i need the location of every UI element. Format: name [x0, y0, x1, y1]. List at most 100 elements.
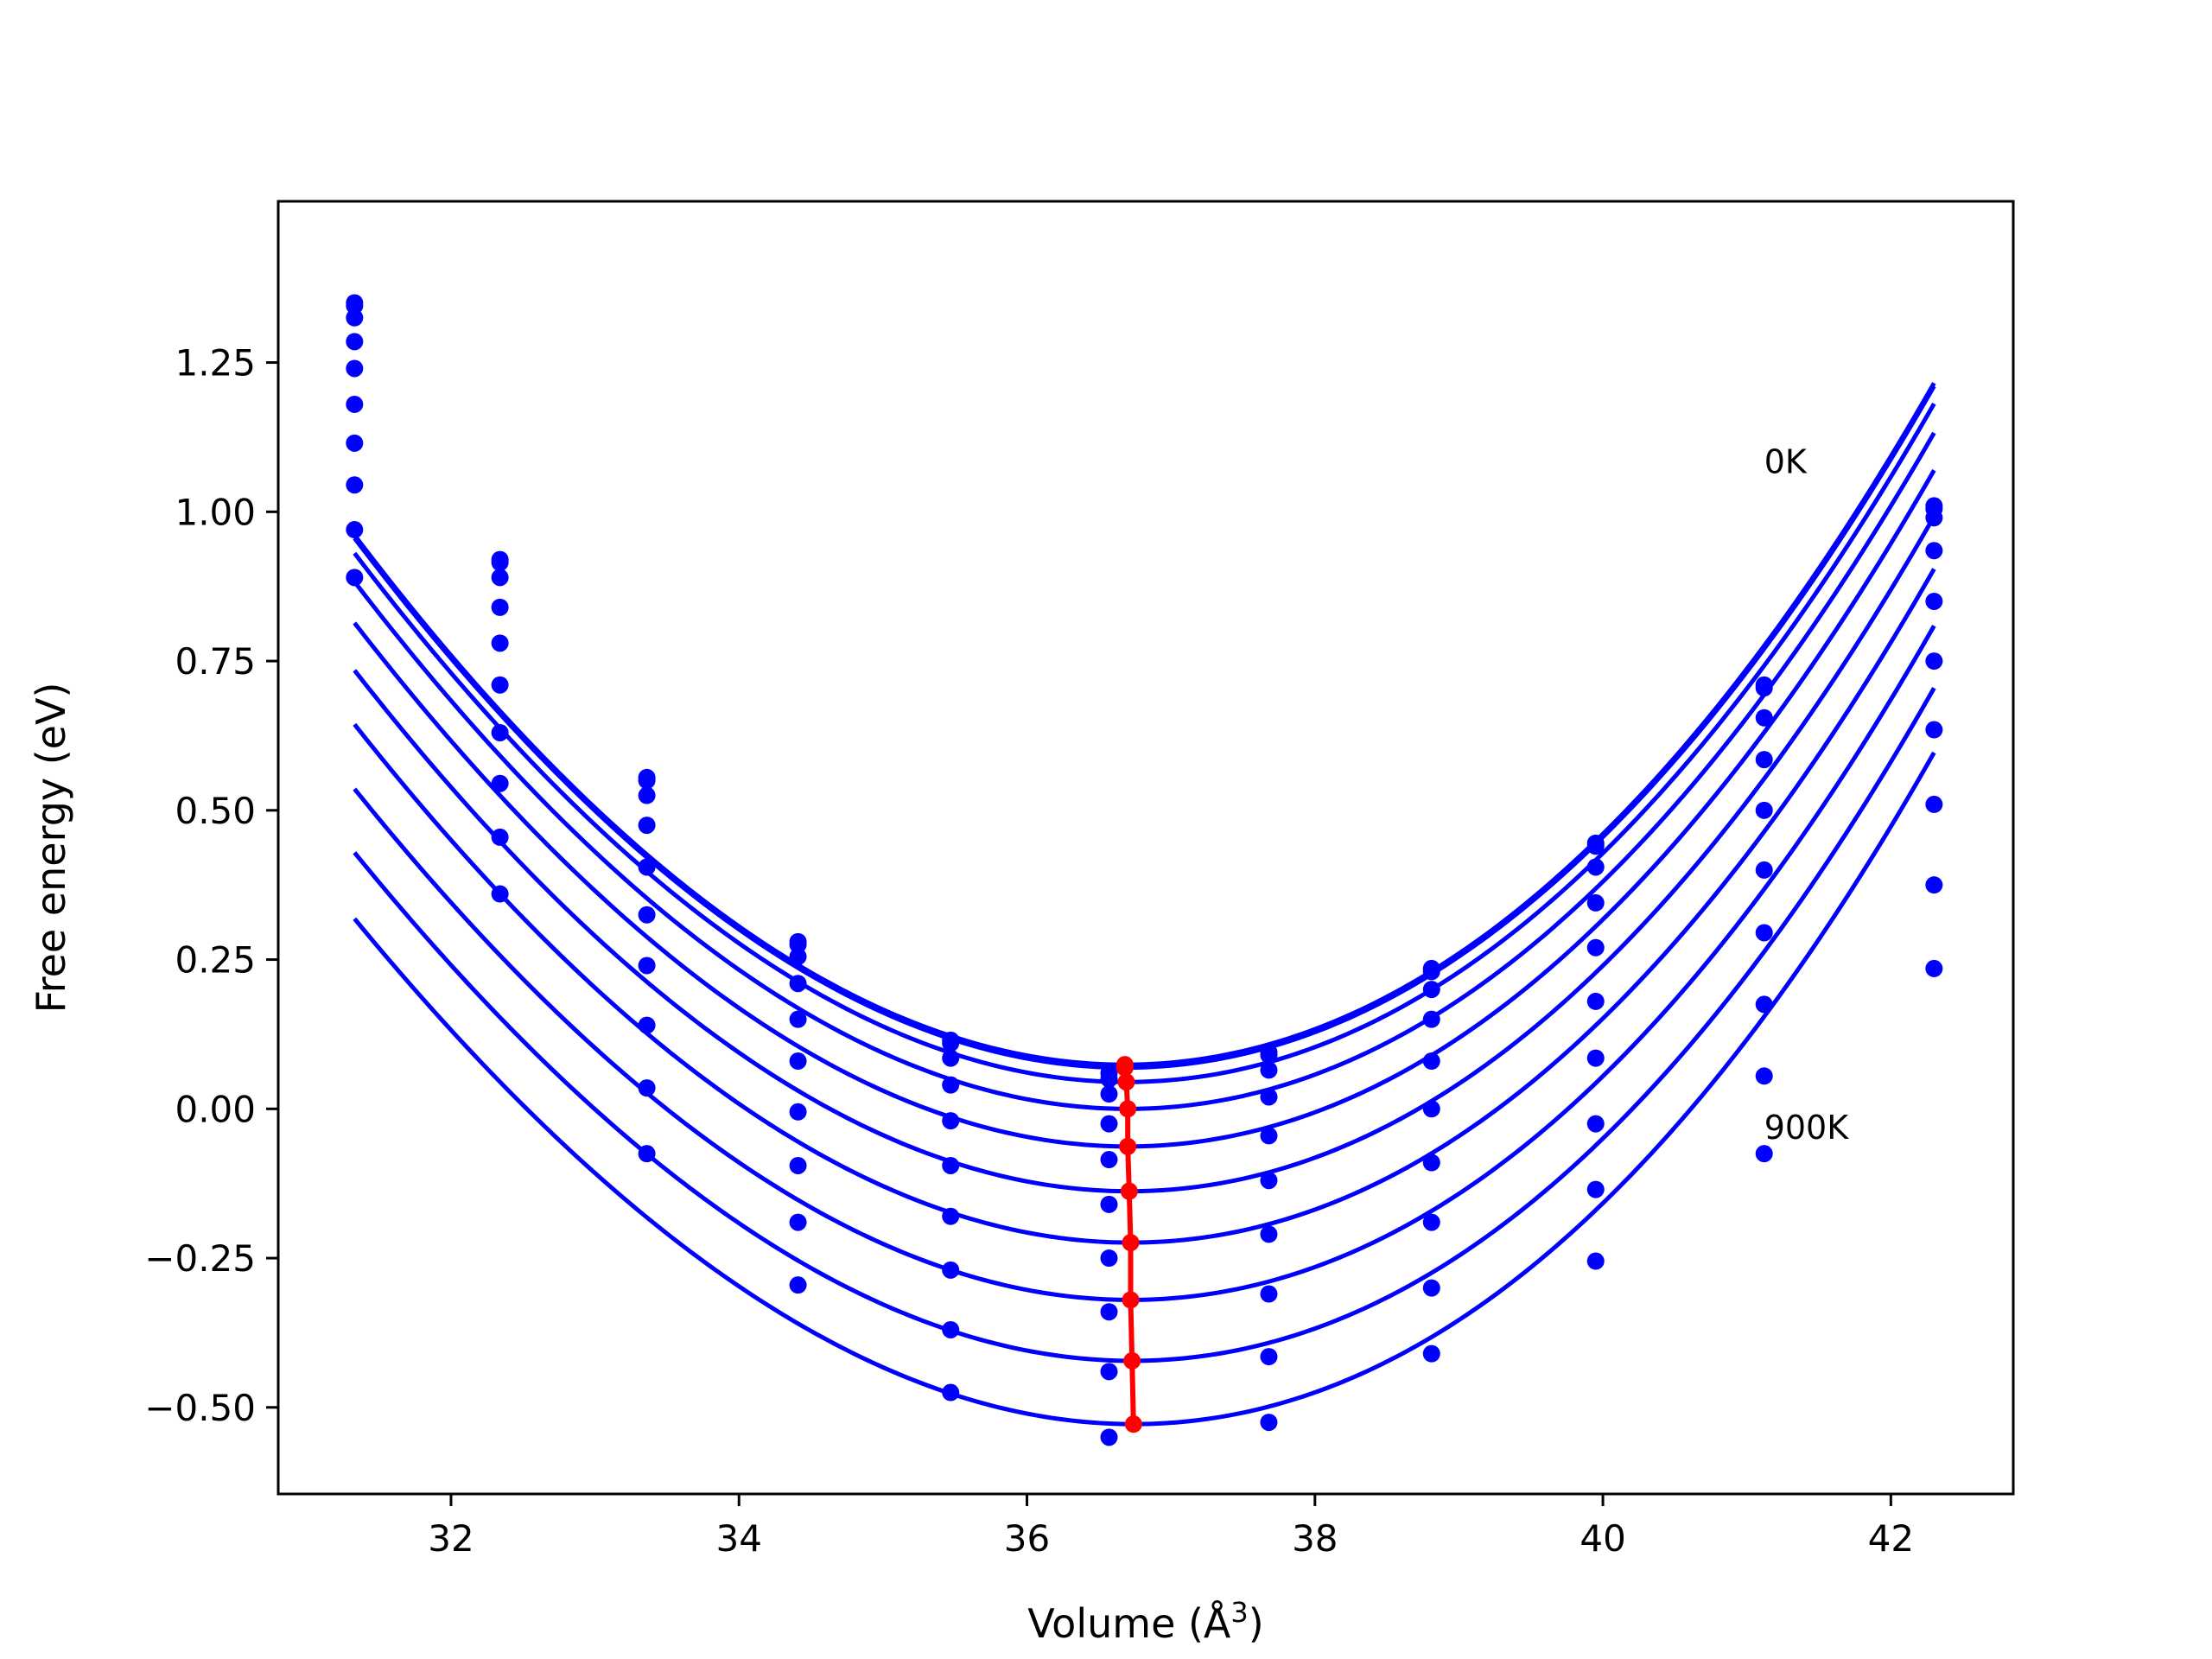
data-point — [1755, 1067, 1773, 1085]
data-point — [1422, 981, 1440, 999]
fit-curve — [353, 515, 1936, 1194]
y-tick-label: 0.75 — [175, 640, 256, 683]
y-tick-label: 0.00 — [175, 1088, 256, 1130]
data-point — [491, 828, 509, 846]
data-point — [638, 906, 656, 924]
data-point — [1586, 893, 1605, 912]
data-point — [1422, 1010, 1440, 1028]
data-point — [638, 786, 656, 804]
data-point — [1100, 1085, 1118, 1103]
fit-curve — [353, 431, 1936, 1111]
data-point — [1260, 1414, 1278, 1432]
data-point — [1925, 876, 1943, 894]
x-tick-label: 38 — [1292, 1517, 1338, 1560]
y-tick-label: 0.25 — [175, 939, 256, 982]
data-point — [638, 1016, 656, 1034]
minimum-point — [1124, 1415, 1142, 1433]
fit-curve — [353, 687, 1936, 1363]
fit-curve — [353, 403, 1936, 1084]
data-point — [1100, 1151, 1118, 1169]
data-point — [1100, 1115, 1118, 1133]
data-point — [346, 333, 364, 351]
data-point — [789, 975, 807, 993]
data-point — [1260, 1225, 1278, 1243]
data-point — [1586, 992, 1605, 1010]
data-point — [491, 774, 509, 792]
y-tick-label: 1.00 — [175, 491, 256, 533]
data-point — [491, 723, 509, 741]
data-point — [1925, 721, 1943, 739]
data-point — [942, 1207, 960, 1225]
minimum-point — [1122, 1291, 1140, 1309]
y-tick-label: 0.50 — [175, 790, 256, 832]
minimum-point — [1119, 1100, 1137, 1118]
minimum-point — [1123, 1351, 1141, 1370]
data-points — [346, 294, 1943, 1446]
data-point — [1755, 1145, 1773, 1163]
data-point — [491, 569, 509, 587]
data-point — [789, 1213, 807, 1231]
data-point — [1100, 1249, 1118, 1268]
data-point — [1586, 858, 1605, 876]
data-point — [1422, 1100, 1440, 1118]
data-point — [1422, 1213, 1440, 1231]
data-point — [1422, 1154, 1440, 1172]
data-point — [1422, 1052, 1440, 1071]
data-point — [1925, 592, 1943, 610]
data-point — [346, 359, 364, 378]
data-point — [1586, 1049, 1605, 1067]
data-point — [789, 1010, 807, 1028]
data-point — [789, 1052, 807, 1071]
data-point — [1260, 1046, 1278, 1065]
x-tick-label: 42 — [1868, 1517, 1914, 1560]
data-point — [1422, 1344, 1440, 1363]
data-point — [1755, 995, 1773, 1014]
temperature-annotation: 0K — [1764, 442, 1808, 480]
data-point — [1586, 837, 1605, 855]
data-point — [1925, 959, 1943, 977]
y-tick-label: 1.25 — [175, 342, 256, 385]
data-point — [1100, 1195, 1118, 1213]
data-point — [942, 1261, 960, 1279]
data-point — [1925, 542, 1943, 560]
data-point — [942, 1049, 960, 1067]
data-point — [1100, 1070, 1118, 1088]
data-point — [346, 476, 364, 494]
data-point — [638, 858, 656, 876]
data-point — [1925, 795, 1943, 813]
fit-curve — [353, 469, 1936, 1149]
data-point — [1755, 861, 1773, 879]
data-point — [1260, 1348, 1278, 1366]
data-point — [1925, 652, 1943, 671]
data-point — [942, 1112, 960, 1130]
data-point — [638, 772, 656, 790]
data-point — [942, 1076, 960, 1094]
data-point — [942, 1156, 960, 1174]
data-point — [1260, 1088, 1278, 1106]
minimum-point — [1117, 1073, 1135, 1091]
minimum-point — [1119, 1137, 1137, 1155]
data-point — [942, 1034, 960, 1052]
x-tick-label: 32 — [428, 1517, 474, 1560]
data-point — [491, 885, 509, 903]
data-point — [346, 569, 364, 587]
data-point — [1260, 1285, 1278, 1303]
fit-curve — [353, 751, 1936, 1427]
data-point — [1755, 801, 1773, 819]
data-point — [1925, 509, 1943, 527]
data-point — [942, 1383, 960, 1402]
annotations: 0K 900K — [1764, 442, 1850, 1146]
data-point — [1755, 679, 1773, 697]
minimum-point — [1116, 1058, 1134, 1077]
data-point — [491, 634, 509, 652]
data-point — [638, 1145, 656, 1163]
data-point — [638, 1079, 656, 1097]
data-point — [942, 1320, 960, 1338]
data-point — [1260, 1061, 1278, 1079]
data-point — [1586, 938, 1605, 957]
data-point — [1586, 1115, 1605, 1133]
x-axis: 32 34 36 38 40 42 — [428, 1494, 1914, 1560]
x-axis-label: Volume (Å3) — [1027, 1596, 1263, 1647]
